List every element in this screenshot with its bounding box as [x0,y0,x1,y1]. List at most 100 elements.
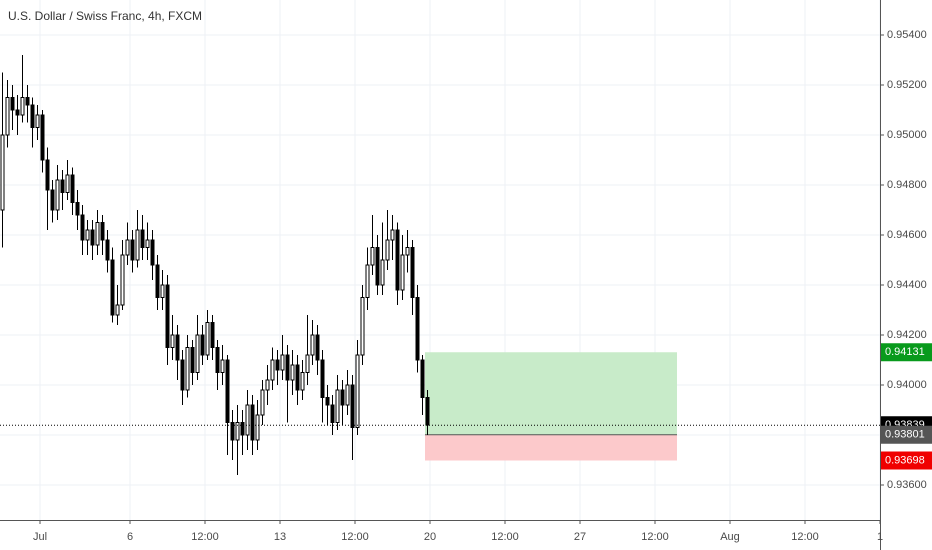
candle-body [245,404,250,436]
entry-label: 0.93801 [885,429,925,441]
candle-body [285,354,290,381]
stop-label: 0.93698 [885,454,925,466]
candle-body [65,174,70,193]
candle-body [230,422,235,441]
candle-body [105,239,110,261]
candle-body [320,359,325,398]
candle-body [360,297,365,356]
candle-body [390,229,395,241]
candle-body [40,114,45,161]
candle-body [380,259,385,286]
candle-body [350,384,355,428]
candle-body [345,384,350,406]
candle-body [120,254,125,306]
candle-body [170,334,175,348]
x-tick-label: 20 [424,531,436,543]
candle-body [305,354,310,373]
candle-body [405,247,410,256]
candle-body [365,264,370,298]
candle-body [215,347,220,373]
chart-title: U.S. Dollar / Swiss Franc, 4h, FXCM [8,9,202,23]
candle-body [410,247,415,298]
candle-body [295,364,300,391]
x-tick-label: 12:00 [641,531,669,543]
candle-body [135,229,140,261]
candle-body [205,322,210,356]
y-tick-label: 0.95000 [887,129,927,141]
y-tick-label: 0.94200 [887,329,927,341]
candle-body [425,397,430,426]
candle-body [340,389,345,406]
candle-body [400,254,405,291]
y-tick-label: 0.95200 [887,79,927,91]
x-tick-label: Aug [720,531,740,543]
candle-body [35,114,40,128]
stop-label-bg [881,451,932,470]
candle-body [330,404,335,423]
candle-body [30,104,35,128]
candle-body [90,229,95,246]
x-tick-label: 12:00 [191,531,219,543]
candle-body [275,359,280,371]
candle-body [115,304,120,316]
entry-label-bg [881,425,932,444]
candle-body [100,222,105,241]
candle-body [300,372,305,391]
candle-body [415,297,420,361]
candle-body [235,422,240,441]
x-tick-label: Jul [33,531,47,543]
candle-body [165,284,170,348]
candle-body [5,97,10,136]
candle-body [145,239,150,248]
candle-body [240,422,245,436]
candle-body [310,334,315,356]
candle-body [20,97,25,116]
candle-body [225,359,230,423]
candle-body [80,214,85,241]
y-tick-label: 0.95400 [887,29,927,41]
candle-body [260,389,265,416]
x-tick-label: 12:00 [791,531,819,543]
candle-body [220,359,225,373]
candle-body [200,334,205,356]
candle-body [125,239,130,256]
axes: 0.936000.938000.940000.942000.944000.946… [33,29,932,543]
y-tick-label: 0.94000 [887,379,927,391]
candle-body [75,202,80,216]
candle-body [25,97,30,106]
target-label: 0.94131 [885,346,925,358]
x-tick-label: 12:00 [491,531,519,543]
candle-body [290,364,295,381]
candle-body [370,247,375,266]
candle-body [250,404,255,441]
y-tick-label: 0.94600 [887,229,927,241]
candle-body [155,264,160,298]
candle-body [355,354,360,428]
candle-body [420,359,425,398]
candle-body [10,97,15,111]
candle-body [60,179,65,193]
candle-body [150,239,155,266]
candle-body [50,189,55,211]
candle-body [180,359,185,391]
candle-body [55,179,60,211]
x-tick-label: 1 [877,531,883,543]
candle-body [280,354,285,371]
candle-body [15,109,20,116]
loss-zone [425,434,677,461]
x-tick-label: 13 [274,531,286,543]
candle-body [110,259,115,316]
x-tick-label: 27 [574,531,586,543]
candle-body [70,174,75,203]
y-tick-label: 0.93600 [887,479,927,491]
y-tick-label: 0.94800 [887,179,927,191]
candle-body [130,239,135,261]
plot-area [0,0,881,520]
candle-body [255,414,260,441]
candle-body [265,379,270,391]
candle-body [175,334,180,361]
candle-body [185,347,190,391]
candle-body [210,322,215,348]
